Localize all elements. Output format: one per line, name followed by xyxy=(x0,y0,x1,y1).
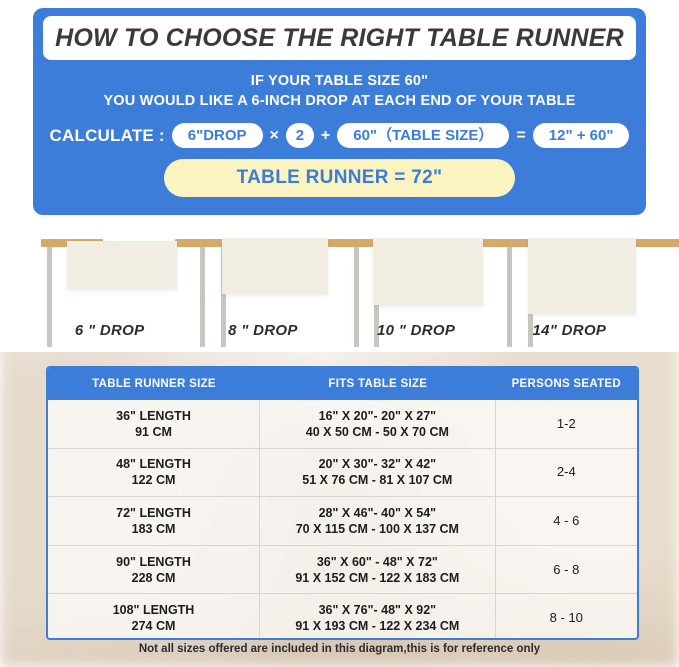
fits-cm: 40 X 50 CM - 50 X 70 CM xyxy=(305,424,449,439)
drop-illustrations: 6 " DROP 8 " DROP 10 " DROP 14" DROP xyxy=(33,225,679,347)
subtitle-line-1: IF YOUR TABLE SIZE 60" xyxy=(250,73,429,89)
table-leg-left xyxy=(353,247,359,347)
runner-size-inches: 36" LENGTH xyxy=(116,408,191,423)
cell-persons-seated: 1-2 xyxy=(556,415,576,431)
runner-cloth xyxy=(67,241,177,289)
formula-term-drop: 6"DROP xyxy=(171,123,263,148)
table-row: 72" LENGTH 183 CM 28" X 46"- 40" X 54" 7… xyxy=(48,497,637,546)
table-leg-left xyxy=(47,247,52,347)
calculate-label: CALCULATE : xyxy=(49,125,165,145)
cell-fits-table-size: 16" X 20"- 20" X 27" 40 X 50 CM - 50 X 7… xyxy=(260,400,496,448)
cell-runner-size: 36" LENGTH 91 CM xyxy=(48,400,261,448)
fits-inches: 28" X 46"- 40" X 54" xyxy=(318,505,437,520)
table-row: 36" LENGTH 91 CM 16" X 20"- 20" X 27" 40… xyxy=(48,400,637,449)
column-header-persons-seated: PERSONS SEATED xyxy=(511,378,622,390)
page-title-box: HOW TO CHOOSE THE RIGHT TABLE RUNNER xyxy=(43,16,636,60)
runner-size-cm: 228 CM xyxy=(131,570,176,585)
cell-persons-seated: 8 - 10 xyxy=(549,610,583,626)
page-title: HOW TO CHOOSE THE RIGHT TABLE RUNNER xyxy=(55,23,624,52)
drop-illustration-14: 14" DROP xyxy=(493,225,679,347)
table-leg-right xyxy=(221,247,226,347)
drop-label-10: 10 " DROP xyxy=(377,322,456,339)
formula-term-multiplier: 2 xyxy=(285,123,314,148)
drop-illustration-6: 6 " DROP xyxy=(33,225,237,347)
runner-size-inches: 108" LENGTH xyxy=(112,603,195,618)
table-leg-left xyxy=(200,247,206,347)
table-header-row: TABLE RUNNER SIZE FITS TABLE SIZE PERSON… xyxy=(48,368,637,400)
runner-size-cm: 122 CM xyxy=(131,473,176,488)
column-header-fits-table-size: FITS TABLE SIZE xyxy=(328,378,428,390)
table-row: 108" LENGTH 274 CM 36" X 76"- 48" X 92" … xyxy=(48,594,637,638)
table-row: 48" LENGTH 122 CM 20" X 30"- 32" X 42" 5… xyxy=(48,448,637,498)
fits-inches: 20" X 30"- 32" X 42" xyxy=(318,457,437,472)
drop-illustration-8: 8 " DROP xyxy=(186,225,391,347)
runner-cloth xyxy=(372,238,483,305)
fits-cm: 91 X 193 CM - 122 X 234 CM xyxy=(295,619,460,634)
equals-operator: = xyxy=(516,126,526,144)
runner-size-cm: 91 CM xyxy=(135,424,172,439)
cell-fits-table-size: 20" X 30"- 32" X 42" 51 X 76 CM - 81 X 1… xyxy=(260,448,496,497)
drop-illustration-10: 10 " DROP xyxy=(340,225,544,347)
cell-fits-table-size: 28" X 46"- 40" X 54" 70 X 115 CM - 100 X… xyxy=(260,497,496,545)
cell-persons-seated: 2-4 xyxy=(556,464,576,480)
subtitle-block: IF YOUR TABLE SIZE 60" YOU WOULD LIKE A … xyxy=(43,71,636,111)
cell-runner-size: 48" LENGTH 122 CM xyxy=(48,448,261,497)
fits-cm: 51 X 76 CM - 81 X 107 CM xyxy=(302,473,453,488)
runner-size-inches: 48" LENGTH xyxy=(116,457,191,472)
fits-inches: 36" X 76"- 48" X 92" xyxy=(318,603,437,618)
runner-cloth xyxy=(527,238,636,314)
calculation-row: CALCULATE : 6"DROP × 2 + 60"（TABLE SIZE）… xyxy=(43,123,636,148)
table-top-right xyxy=(634,239,679,247)
runner-cloth xyxy=(222,238,329,294)
cell-runner-size: 72" LENGTH 183 CM xyxy=(48,497,261,545)
cell-runner-size: 90" LENGTH 228 CM xyxy=(48,545,261,594)
table-leg-left xyxy=(506,247,512,347)
runner-size-inches: 72" LENGTH xyxy=(116,505,191,520)
table-row: 90" LENGTH 228 CM 36" X 60" - 48" X 72" … xyxy=(48,545,637,595)
cell-runner-size: 108" LENGTH 274 CM xyxy=(48,594,261,638)
fits-inches: 16" X 20"- 20" X 27" xyxy=(318,408,437,423)
cell-persons-seated: 6 - 8 xyxy=(553,561,580,577)
fits-inches: 36" X 60" - 48" X 72" xyxy=(316,554,438,569)
cell-fits-table-size: 36" X 60" - 48" X 72" 91 X 152 CM - 122 … xyxy=(260,545,496,594)
multiply-operator: × xyxy=(269,126,279,144)
plus-operator: + xyxy=(320,126,331,144)
drop-label-14: 14" DROP xyxy=(532,322,607,339)
fits-cm: 70 X 115 CM - 100 X 137 CM xyxy=(295,521,459,536)
hero-panel: HOW TO CHOOSE THE RIGHT TABLE RUNNER IF … xyxy=(33,8,646,215)
size-chart-table: TABLE RUNNER SIZE FITS TABLE SIZE PERSON… xyxy=(46,366,639,640)
footnote-disclaimer: Not all sizes offered are included in th… xyxy=(138,643,541,655)
cell-fits-table-size: 36" X 76"- 48" X 92" 91 X 193 CM - 122 X… xyxy=(260,594,496,638)
cell-persons-seated: 4 - 6 xyxy=(553,512,580,528)
subtitle-line-2: YOU WOULD LIKE A 6-INCH DROP AT EACH END… xyxy=(103,93,576,109)
table-runner-result: TABLE RUNNER = 72" xyxy=(164,159,515,197)
runner-size-cm: 274 CM xyxy=(131,619,176,634)
column-header-runner-size: TABLE RUNNER SIZE xyxy=(92,378,216,390)
drop-label-8: 8 " DROP xyxy=(228,322,298,339)
runner-result-row: TABLE RUNNER = 72" xyxy=(43,159,636,197)
fits-cm: 91 X 152 CM - 122 X 183 CM xyxy=(295,570,460,585)
formula-result: 12" + 60" xyxy=(532,123,630,148)
runner-size-inches: 90" LENGTH xyxy=(116,554,191,569)
runner-size-cm: 183 CM xyxy=(131,521,176,536)
formula-term-table-size: 60"（TABLE SIZE） xyxy=(337,123,510,148)
drop-label-6: 6 " DROP xyxy=(74,322,145,339)
